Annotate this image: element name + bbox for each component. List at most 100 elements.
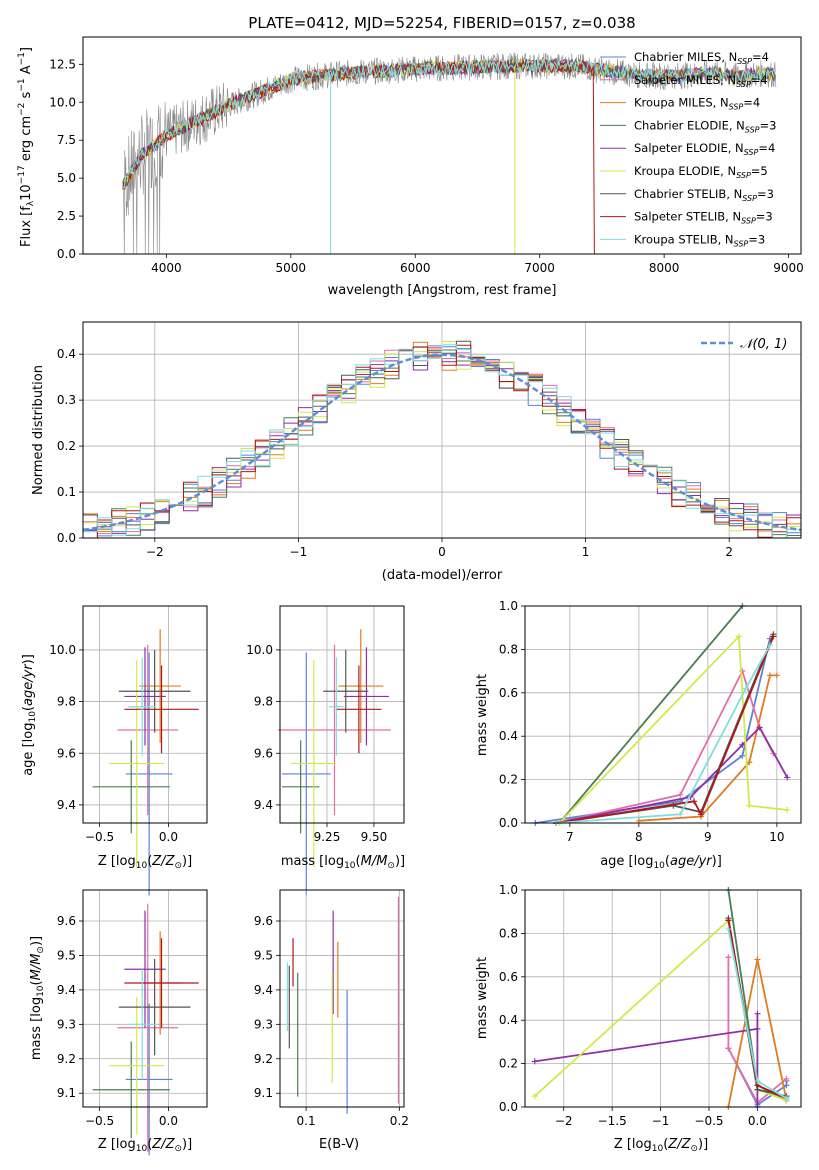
mw-vs-age-xlabel: age [log10(age/yr)] xyxy=(600,854,722,871)
spectrum-frame xyxy=(82,36,802,255)
mw-vs-Z-xlabel: Z [log10(Z/Z⊙)] xyxy=(614,1137,708,1154)
normal-distribution-dashed-curve xyxy=(82,353,802,532)
y-tick-label-3: 7.5 xyxy=(57,133,76,147)
legend-label-4: Salpeter ELODIE, NSSP=4 xyxy=(634,141,775,157)
mass-vs-extinction-plot-area: 0.1 0.2 9.1 9.2 9.3 9.4 9.5 9.6 xyxy=(254,889,409,1128)
legend-label-8: Kroupa STELIB, NSSP=3 xyxy=(634,232,765,248)
mass-weight-marker-7-2 xyxy=(697,811,704,818)
y-tick-label-3: 9.4 xyxy=(254,983,273,997)
mass-vs-Z-xlabel: Z [log10(Z/Z⊙)] xyxy=(98,1137,192,1154)
frame-mwZ xyxy=(524,889,802,1108)
histogram-plot-area: −2 −1 0 1 2 0.0 0.1 0.2 0.3 0.4 xyxy=(57,321,802,559)
mass-weight-line-8 xyxy=(555,644,771,824)
frame-mwAge xyxy=(524,605,802,824)
x-tick-label-1: 8 xyxy=(635,830,643,844)
y-tick-label-3: 0.6 xyxy=(499,970,518,984)
mass-weight-marker-8-3 xyxy=(766,642,773,649)
x-tick-label-1: 0.0 xyxy=(159,830,178,844)
legend-label-7: Salpeter STELIB, NSSP=3 xyxy=(634,210,773,226)
residual-histogram-step-8 xyxy=(83,344,801,538)
spectrum-legend: Chabrier MILES, NSSP=4 Salpeter MILES, NS… xyxy=(600,50,776,248)
y-tick-label-0: 9.1 xyxy=(57,1086,76,1100)
mass-weight-marker-8-1 xyxy=(754,1077,761,1084)
spectrum-panel: PLATE=0412, MJD=52254, FIBERID=0157, z=0… xyxy=(17,14,804,298)
model-spectrum-line-8 xyxy=(122,58,776,189)
mass-weight-vs-age-plot-area: 7 8 9 10 0.0 0.2 0.4 0.6 0.8 1.0 xyxy=(499,599,802,844)
x-tick-label-3: 10 xyxy=(769,830,784,844)
age-vs-mass-plot-area: 9.25 9.50 9.4 9.6 9.8 10.0 xyxy=(246,605,405,896)
y-tick-label-5: 12.5 xyxy=(49,57,76,71)
model-spectrum-line-6 xyxy=(122,59,776,189)
mass-weight-line-4 xyxy=(555,726,788,824)
x-tick-label-2: 0 xyxy=(438,545,446,559)
mass-weight-marker-2-1 xyxy=(754,956,761,963)
mass-weight-marker-5-1 xyxy=(735,633,742,640)
y-tick-label-2: 9.8 xyxy=(57,695,76,709)
mass-weight-marker-5-0 xyxy=(531,1093,538,1100)
spectrum-xlabel: wavelength [Angstrom, rest frame] xyxy=(328,283,557,298)
mass-weight-line-3 xyxy=(558,605,744,824)
x-tick-label-4: 2 xyxy=(725,545,733,559)
age-vs-metallicity-panel: −0.5 0.0 9.4 9.6 9.8 10.0 Z [log10(Z/Z⊙)] age… xyxy=(21,605,208,896)
y-tick-label-1: 0.2 xyxy=(499,1057,518,1071)
y-tick-label-0: 9.4 xyxy=(57,798,76,812)
y-tick-label-1: 9.6 xyxy=(254,746,273,760)
y-tick-label-1: 0.1 xyxy=(57,485,76,499)
x-tick-label-1: 0.0 xyxy=(159,1114,178,1128)
x-tick-label-1: 0.2 xyxy=(390,1114,409,1128)
histogram-xlabel: (data-model)/error xyxy=(382,568,503,583)
legend-label-0: Chabrier MILES, NSSP=4 xyxy=(634,50,769,66)
histogram-legend: 𝒩(0, 1) xyxy=(701,337,787,352)
y-tick-label-2: 9.8 xyxy=(254,695,273,709)
mass-weight-marker-7-0 xyxy=(725,917,732,924)
y-tick-label-1: 0.2 xyxy=(499,773,518,787)
y-tick-label-4: 0.4 xyxy=(57,347,76,361)
y-tick-label-5: 1.0 xyxy=(499,883,518,897)
x-tick-label-3: 7000 xyxy=(524,261,555,275)
mass-weight-marker-4-4 xyxy=(784,774,791,781)
mass-vs-metallicity-panel: −0.5 0.0 9.1 9.2 9.3 9.4 9.5 9.6 Z [log10(Z/Z⊙)… xyxy=(29,889,208,1156)
x-tick-label-0: −2 xyxy=(146,545,164,559)
residual-histogram-panel: −2 −1 0 1 2 0.0 0.1 0.2 0.3 0.4 (data-model)/erro… xyxy=(31,321,802,583)
mass-weight-marker-1-1 xyxy=(677,791,684,798)
mass-weight-marker-2-3 xyxy=(766,672,773,679)
y-tick-label-2: 0.2 xyxy=(57,439,76,453)
mass-weight-marker-8-0 xyxy=(725,926,732,933)
mass-weight-marker-8-2 xyxy=(783,1095,790,1102)
residual-histogram-step-7 xyxy=(83,344,801,538)
y-tick-label-2: 9.3 xyxy=(254,1017,273,1031)
legend-normal-label: 𝒩(0, 1) xyxy=(740,337,787,352)
mass-weight-marker-7-1 xyxy=(691,798,698,805)
mass-weight-marker-8-1 xyxy=(677,811,684,818)
mass-weight-marker-4-0 xyxy=(531,1058,538,1065)
mass-weight-line-1 xyxy=(727,957,788,1105)
x-tick-label-1: 5000 xyxy=(276,261,307,275)
histogram-frame xyxy=(82,321,802,539)
mass-weight-marker-1-1 xyxy=(725,1045,732,1052)
age-vs-mass-xlabel: mass [log10(M/M⊙)] xyxy=(281,854,405,871)
y-tick-label-4: 0.8 xyxy=(499,926,518,940)
age-vs-mass-panel: 9.25 9.50 9.4 9.6 9.8 10.0 mass [log10(M/M⊙)] xyxy=(246,605,405,896)
mass-vs-Z-ylabel: mass [log10(M/M⊙)] xyxy=(29,936,46,1060)
frame-ageM xyxy=(279,605,405,824)
y-tick-label-0: 9.1 xyxy=(254,1086,273,1100)
histogram-ylabel: Normed distribution xyxy=(31,365,46,495)
x-tick-label-0: −0.5 xyxy=(85,1114,114,1128)
age-vs-Z-xlabel: Z [log10(Z/Z⊙)] xyxy=(98,854,192,871)
x-tick-label-3: 1 xyxy=(582,545,590,559)
y-tick-label-2: 5.0 xyxy=(57,171,76,185)
mass-weight-marker-1-0 xyxy=(725,954,732,961)
legend-label-1: Salpeter MILES, NSSP=4 xyxy=(634,73,768,89)
x-tick-label-1: −1 xyxy=(290,545,308,559)
y-tick-label-3: 10.0 xyxy=(246,643,273,657)
model-spectrum-line-7 xyxy=(122,58,595,254)
mass-weight-marker-4-3 xyxy=(754,1010,761,1017)
y-tick-label-3: 0.3 xyxy=(57,393,76,407)
x-tick-label-2: 6000 xyxy=(400,261,431,275)
mass-weight-vs-age-panel: 7 8 9 10 0.0 0.2 0.4 0.6 0.8 1.0 age [log10(age/y… xyxy=(475,599,802,871)
y-tick-label-5: 1.0 xyxy=(499,599,518,613)
mass-weight-vs-metallicity-panel: −2 −1.5 −1 −0.5 0.0 0.0 0.2 0.4 0.6 0.8 1.0 Z [log… xyxy=(475,883,802,1154)
mass-vs-metallicity-plot-area: −0.5 0.0 9.1 9.2 9.3 9.4 9.5 9.6 xyxy=(57,889,208,1156)
x-tick-label-0: 9.25 xyxy=(314,830,341,844)
mass-weight-line-5 xyxy=(558,634,788,824)
